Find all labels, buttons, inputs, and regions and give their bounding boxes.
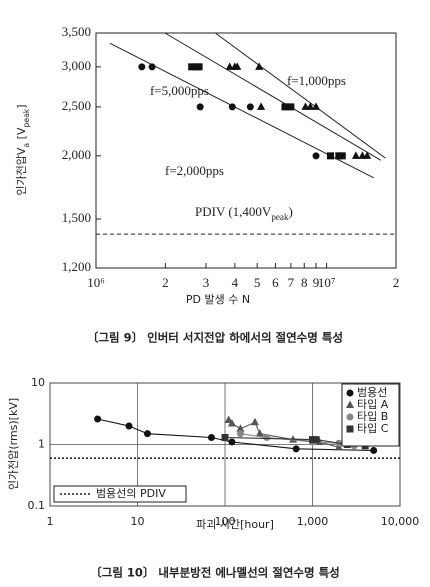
x-tick-label: 1 — [47, 515, 54, 528]
marker — [281, 103, 289, 111]
reference-label-part: peak — [271, 212, 289, 222]
x-tick-label: 2 — [162, 275, 169, 290]
y-tick-label: 2,000 — [62, 147, 91, 162]
marker — [327, 152, 335, 160]
marker — [370, 446, 378, 454]
y-tick-label: 3,000 — [62, 58, 91, 73]
marker — [236, 424, 245, 432]
caption: 〔그림 9〕 인버터 서지전압 하에서의 절연수명 특성 — [87, 331, 343, 345]
marker — [309, 436, 316, 444]
marker — [227, 418, 236, 427]
marker — [250, 417, 259, 426]
x-tick-label: 1,000 — [297, 515, 329, 528]
marker — [306, 102, 315, 110]
x-tick-label: 7 — [288, 275, 295, 290]
x-tick-label: 10 — [131, 515, 145, 528]
x-tick-label: 100 — [215, 515, 236, 528]
marker — [228, 103, 236, 111]
fit-line-label: f=5,000pps — [150, 83, 209, 98]
y-axis-label-part: peak — [22, 108, 31, 127]
y-axis-label: 인가전압(rms)[kV] — [7, 398, 20, 490]
fit-line — [164, 32, 382, 161]
x-tick-label: 10⁶ — [87, 275, 105, 290]
marker — [263, 433, 271, 441]
marker — [138, 63, 146, 71]
marker — [246, 103, 254, 111]
x-tick-label: 5 — [254, 275, 261, 290]
marker — [312, 102, 321, 110]
marker — [236, 430, 244, 438]
y-tick-label: 3,500 — [62, 24, 91, 39]
fit-line — [215, 32, 386, 159]
marker — [312, 152, 320, 160]
x-tick-label: 4 — [232, 275, 239, 290]
y-tick-label: 1,200 — [62, 259, 91, 274]
legend-label: 범용선 — [357, 386, 387, 399]
marker — [228, 438, 236, 446]
marker — [346, 400, 354, 408]
marker — [221, 433, 229, 441]
x-tick-label: 3 — [203, 275, 210, 290]
marker — [312, 436, 320, 444]
marker — [195, 63, 203, 71]
marker — [255, 62, 264, 70]
y-tick-label: 10 — [31, 376, 45, 389]
legend-label: 타입 B — [357, 410, 388, 423]
legend-label: 범용선의 PDIV — [96, 487, 166, 500]
x-tick-label: 8 — [301, 275, 308, 290]
marker — [148, 63, 156, 71]
marker — [224, 415, 233, 424]
y-tick-label: 1 — [38, 438, 45, 451]
fit-line-label: f=2,000pps — [165, 163, 224, 178]
y-tick-label: 0.1 — [28, 499, 46, 512]
plot-frame — [95, 32, 397, 269]
legend-label: 타입 A — [357, 398, 389, 411]
x-axis-label: PD 발생 수 N — [186, 293, 250, 306]
y-axis-label-part: [V — [15, 127, 28, 143]
marker — [207, 433, 215, 441]
x-axis-label: 파괴 시간[hour] — [196, 518, 274, 531]
legend-label: 타입 C — [357, 422, 389, 435]
y-axis-label: 인가전압Va [Vpeak] — [15, 104, 31, 195]
reference-label-part: ) — [289, 204, 293, 219]
x-tick-label: 6 — [272, 275, 279, 290]
marker — [255, 429, 264, 437]
marker — [257, 102, 266, 110]
y-axis-label-part: 인가전압(rms)[kV] — [7, 398, 20, 490]
reference-label-part: PDIV (1,400V — [195, 204, 272, 219]
marker — [143, 430, 151, 438]
marker — [346, 425, 354, 433]
caption: 〔그림 10〕 내부분방전 에나멜선의 절연수명 특성 — [90, 566, 339, 580]
marker — [287, 103, 295, 111]
y-tick-label: 2,500 — [62, 98, 91, 113]
marker — [338, 152, 346, 160]
x-tick-label: 2 — [393, 275, 400, 290]
marker — [188, 63, 196, 71]
marker — [351, 151, 360, 159]
marker — [94, 415, 102, 423]
marker — [363, 151, 372, 159]
marker — [196, 103, 204, 111]
marker — [125, 422, 133, 430]
fit-line — [109, 42, 374, 179]
marker — [346, 413, 354, 421]
marker — [191, 63, 199, 71]
reference-label: PDIV (1,400Vpeak) — [195, 204, 293, 222]
legend-box — [53, 485, 187, 503]
x-tick-label: 9 — [313, 275, 320, 290]
x-tick-label: 10⁷ — [318, 275, 336, 290]
fit-line-label: f=1,000pps — [287, 73, 346, 88]
y-axis-label-part: ] — [15, 104, 28, 108]
marker — [233, 62, 242, 70]
marker — [225, 62, 234, 70]
marker — [292, 445, 300, 453]
y-axis-label-part: 인가전압V — [15, 147, 28, 195]
y-axis-label-part: a — [22, 143, 31, 148]
y-tick-label: 1,500 — [62, 210, 91, 225]
marker — [346, 389, 354, 397]
x-tick-label: 10,000 — [381, 515, 420, 528]
